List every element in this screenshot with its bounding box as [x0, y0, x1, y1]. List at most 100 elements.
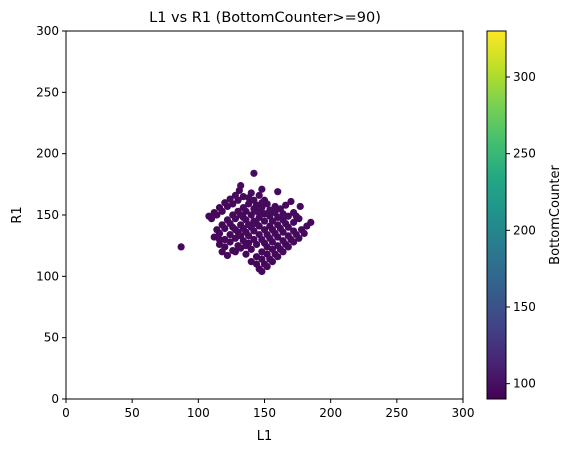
scatter-point	[295, 234, 303, 242]
x-tick-label: 50	[125, 406, 140, 420]
scatter-point	[279, 210, 287, 218]
scatter-point	[215, 229, 224, 237]
scatter-point	[247, 223, 255, 231]
scatter-point	[237, 232, 245, 240]
scatter-point	[223, 202, 232, 211]
scatter-point	[235, 186, 243, 195]
scatter-point	[221, 224, 229, 233]
scatter-point	[242, 228, 250, 236]
scatter-point	[231, 248, 239, 256]
scatter-point	[250, 169, 258, 177]
scatter-point	[213, 211, 221, 219]
colorbar-tick-label: 250	[513, 147, 536, 161]
points-layer	[177, 169, 315, 276]
scatter-point	[290, 218, 298, 226]
scatter-point	[258, 267, 266, 276]
scatter-point	[284, 232, 292, 240]
scatter-point	[245, 194, 253, 202]
scatter-point	[255, 208, 263, 217]
scatter-point	[242, 207, 250, 215]
scatter-point	[245, 200, 253, 208]
scatter-point	[247, 211, 255, 219]
x-tick-label: 300	[452, 406, 475, 420]
scatter-point	[258, 199, 266, 207]
x-tick-label: 150	[253, 406, 276, 420]
colorbar: 100 150 200 250 300 BottomCounter	[486, 30, 563, 400]
scatter-point	[239, 213, 247, 222]
scatter-point	[282, 219, 290, 228]
scatter-point	[221, 243, 229, 251]
scatter-point	[242, 250, 250, 258]
scatter-point	[263, 250, 271, 258]
y-tick-label: 50	[44, 331, 59, 345]
scatter-point	[250, 235, 258, 244]
scatter-point	[287, 197, 295, 206]
colorbar-ticks: 100 150 200 250 300	[506, 70, 536, 391]
scatter-point	[226, 238, 234, 246]
scatter-point	[252, 260, 261, 268]
scatter-point	[218, 207, 226, 215]
scatter-point	[284, 243, 292, 251]
scatter-point	[250, 205, 258, 213]
scatter-point	[242, 242, 250, 250]
scatter-point	[247, 245, 255, 253]
scatter-point	[271, 229, 279, 237]
scatter-point	[234, 196, 242, 204]
scatter-point	[274, 188, 282, 196]
scatter-point	[258, 255, 266, 263]
scatter-point	[279, 237, 287, 245]
scatter-point	[303, 222, 311, 230]
colorbar-gradient	[486, 30, 507, 400]
scatter-point	[207, 215, 216, 223]
scatter-point	[271, 202, 279, 211]
scatter-point	[260, 217, 269, 225]
y-axis: 0 50 100 150 200 250 300	[36, 24, 66, 406]
scatter-point	[268, 258, 277, 266]
scatter-point	[223, 251, 232, 260]
y-tick-label: 0	[51, 392, 59, 406]
colorbar-tick-label: 150	[513, 300, 536, 314]
scatter-point	[276, 224, 284, 233]
y-tick-label: 300	[36, 24, 59, 38]
x-tick-label: 200	[319, 406, 342, 420]
scatter-point	[274, 242, 282, 250]
scatter-point	[255, 191, 263, 199]
scatter-point	[255, 231, 263, 239]
scatter-point	[279, 248, 287, 256]
scatter-point	[229, 223, 237, 231]
scatter-point	[290, 238, 298, 246]
scatter-point	[260, 239, 269, 247]
x-axis: 0 50 100 150 200 250 300	[62, 399, 474, 420]
x-tick-label: 0	[62, 406, 70, 420]
scatter-point	[258, 185, 266, 193]
scatter-point	[231, 215, 239, 223]
y-tick-label: 100	[36, 269, 59, 283]
scatter-point	[268, 217, 277, 225]
y-tick-label: 200	[36, 147, 59, 161]
scatter-point	[282, 201, 290, 209]
scatter-point	[266, 234, 274, 242]
y-axis-label: R1	[10, 206, 25, 223]
colorbar-label: BottomCounter	[548, 165, 563, 265]
colorbar-tick-label: 300	[513, 70, 536, 84]
chart-title: L1 vs R1 (BottomCounter>=90)	[149, 10, 381, 26]
x-axis-label: L1	[257, 429, 273, 444]
scatter-point	[226, 231, 234, 239]
scatter-point	[177, 243, 185, 251]
scatter-point	[290, 227, 298, 235]
scatter-point	[296, 202, 304, 211]
scatter-point	[300, 229, 308, 237]
y-tick-label: 250	[36, 85, 59, 99]
scatter-point	[292, 212, 300, 220]
scatter-point	[274, 213, 282, 222]
x-tick-label: 100	[187, 406, 210, 420]
y-tick-label: 150	[36, 208, 59, 222]
colorbar-tick-label: 100	[513, 377, 536, 391]
scatter-point	[263, 262, 271, 271]
scatter-point	[268, 245, 277, 253]
scatter-point	[260, 226, 269, 234]
x-tick-label: 250	[385, 406, 408, 420]
scatter-point	[266, 206, 274, 214]
